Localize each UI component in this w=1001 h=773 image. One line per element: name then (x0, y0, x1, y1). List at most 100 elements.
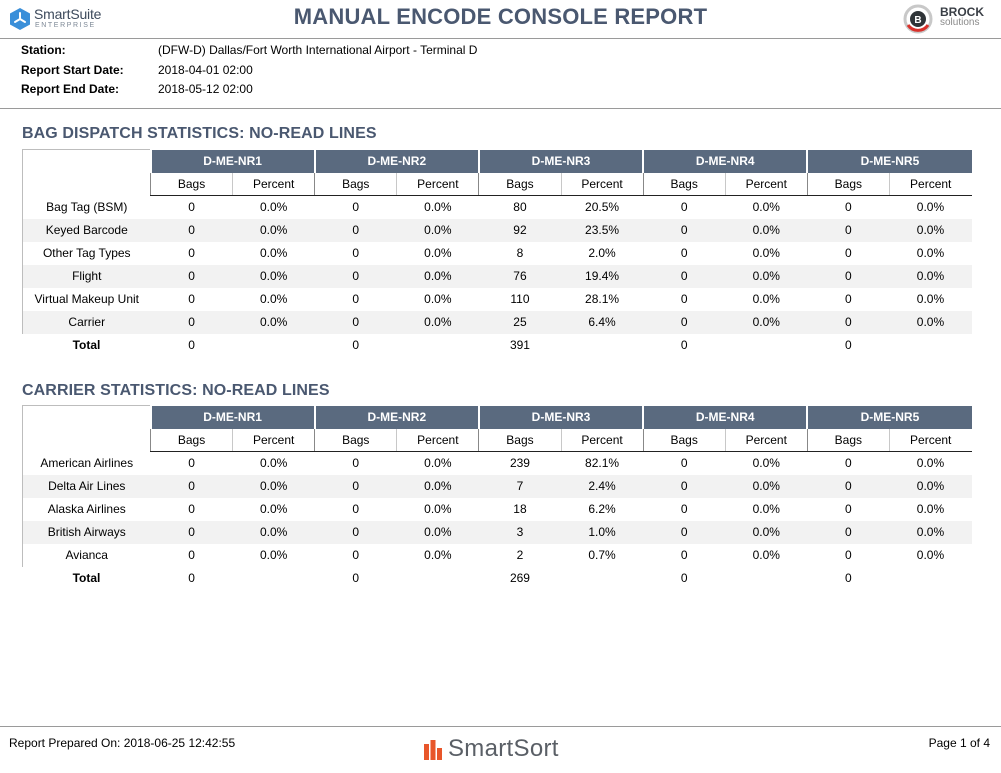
smartsuite-logo: SmartSuite ENTERPRISE (9, 5, 139, 33)
bags-cell: 0 (314, 218, 397, 242)
bags-cell: 0 (188, 456, 195, 471)
percent-header: Percent (560, 172, 644, 196)
sub-header-row: Bags Percent Bags Percent Bags Percent Bags… (22, 428, 972, 452)
percent-cell: 0.0% (752, 200, 780, 215)
group-header: D-ME-NR3 (477, 149, 644, 173)
bags-cell: 0 (643, 264, 726, 288)
total-bags-cell: 0 (845, 337, 852, 352)
table-row: Keyed Barcode 0 0.0% 0 0.0% 92 23.5% 0 0.0% 0 0.0% (22, 218, 972, 242)
table-row: Carrier 0 0.0% 0 0.0% 25 6.4% 0 0.0% 0 0.0% (22, 310, 972, 334)
bags-header: Bags (149, 428, 233, 452)
row-label: Alaska Airlines (22, 497, 151, 521)
percent-cell: 0.0% (424, 502, 452, 516)
percent-cell: 2.4% (561, 474, 644, 498)
percent-cell: 0.0% (424, 548, 452, 562)
total-bags-cell: 0 (352, 337, 360, 352)
percent-header: Percent (232, 172, 315, 196)
percent-header: Percent (888, 172, 972, 196)
percent-header: Percent (888, 428, 972, 452)
bags-cell: 0 (352, 246, 360, 260)
row-label: British Airways (22, 520, 151, 544)
bags-header: Bags (642, 172, 726, 196)
table-row: Other Tag Types 0 0.0% 0 0.0% 8 2.0% 0 0.0% 0 0.0% (22, 241, 972, 265)
group-header-row: D-ME-NR1 D-ME-NR2 D-ME-NR3 D-ME-NR4 D-ME… (22, 405, 972, 429)
percent-cell: 0.0% (752, 456, 780, 471)
total-empty-cell (397, 334, 479, 356)
percent-cell: 0.0% (889, 310, 972, 334)
percent-cell: 0.0% (424, 246, 452, 260)
bags-cell: 0 (188, 246, 195, 260)
bags-cell: 76 (478, 264, 561, 288)
percent-cell: 0.0% (232, 474, 315, 498)
table-row: Avianca 0 0.0% 0 0.0% 2 0.7% 0 0.0% 0 0.0% (22, 543, 972, 567)
total-bags-cell: 0 (352, 570, 360, 585)
group-header: D-ME-NR2 (313, 405, 479, 429)
meta-divider (0, 108, 1001, 109)
percent-cell: 0.0% (424, 456, 452, 471)
bags-cell: 0 (314, 264, 397, 288)
percent-cell: 0.0% (396, 474, 479, 498)
bags-cell: 0 (807, 310, 890, 334)
bags-cell: 0 (188, 502, 195, 516)
corner-cell (22, 149, 151, 173)
meta-label: Station: (21, 43, 66, 57)
percent-cell: 19.4% (561, 264, 644, 288)
brock-solutions-logo: B BROCK solutions (902, 3, 997, 35)
percent-cell: 0.0% (916, 548, 945, 562)
bags-cell: 0 (845, 456, 852, 471)
bags-cell: 7 (478, 474, 561, 498)
row-label: Other Tag Types (22, 241, 151, 265)
total-label: Total (72, 337, 101, 352)
bags-cell: 0 (314, 474, 397, 498)
percent-cell: 0.0% (889, 264, 972, 288)
bags-cell: 0 (845, 200, 852, 215)
percent-header: Percent (560, 428, 644, 452)
percent-cell: 0.0% (232, 310, 315, 334)
total-bags-cell: 0 (188, 570, 195, 585)
bags-cell: 0 (643, 218, 726, 242)
meta-value: 2018-04-01 02:00 (158, 62, 253, 77)
group-header: D-ME-NR1 (149, 149, 315, 173)
percent-cell: 0.0% (232, 218, 315, 242)
sub-header-corner (22, 428, 151, 452)
group-header: D-ME-NR3 (477, 405, 644, 429)
bags-cell: 0 (680, 246, 688, 260)
bags-cell: 0 (643, 520, 726, 544)
bag-dispatch-title: BAG DISPATCH STATISTICS: NO-READ LINES (22, 125, 377, 142)
percent-cell: 0.0% (916, 502, 945, 516)
bags-cell: 0 (845, 292, 852, 306)
report-header: SmartSuite ENTERPRISE MANUAL ENCODE CONS… (0, 0, 1001, 39)
total-bags-cell: 269 (509, 570, 530, 585)
group-header: D-ME-NR4 (642, 405, 808, 429)
carrier-title: CARRIER STATISTICS: NO-READ LINES (22, 382, 330, 399)
percent-cell: 23.5% (561, 218, 644, 242)
bags-cell: 0 (680, 548, 688, 562)
percent-cell: 0.0% (889, 474, 972, 498)
percent-header: Percent (232, 428, 315, 452)
brock-logo-sub: solutions (940, 17, 980, 28)
carrier-table: D-ME-NR1 D-ME-NR2 D-ME-NR3 D-ME-NR4 D-ME… (22, 405, 972, 589)
percent-cell: 6.2% (588, 502, 616, 516)
brock-badge-icon: B (903, 4, 933, 34)
corner-cell (22, 405, 151, 429)
bags-cell: 239 (509, 456, 530, 471)
bags-cell: 0 (807, 218, 890, 242)
percent-cell: 6.4% (561, 310, 644, 334)
percent-cell: 1.0% (561, 520, 644, 544)
percent-cell: 2.0% (588, 246, 616, 260)
bags-cell: 0 (352, 548, 360, 562)
smartsuite-logo-name: SmartSuite (34, 6, 102, 22)
bags-cell: 8 (516, 246, 524, 260)
total-bags-cell: 0 (680, 570, 688, 585)
bags-cell: 0 (643, 474, 726, 498)
percent-header: Percent (396, 172, 479, 196)
meta-value: 2018-05-12 02:00 (158, 82, 253, 96)
percent-cell: 0.0% (259, 548, 288, 562)
table-row: American Airlines 0 0.0% 0 0.0% 239 82.1% 0 0.0%… (22, 451, 972, 475)
bags-header: Bags (642, 428, 726, 452)
bags-cell: 0 (807, 264, 890, 288)
percent-cell: 0.0% (916, 200, 945, 215)
report-footer: Report Prepared On: 2018-06-25 12:42:55 … (0, 726, 1001, 773)
bags-cell: 0 (150, 474, 233, 498)
bags-cell: 0 (845, 548, 852, 562)
